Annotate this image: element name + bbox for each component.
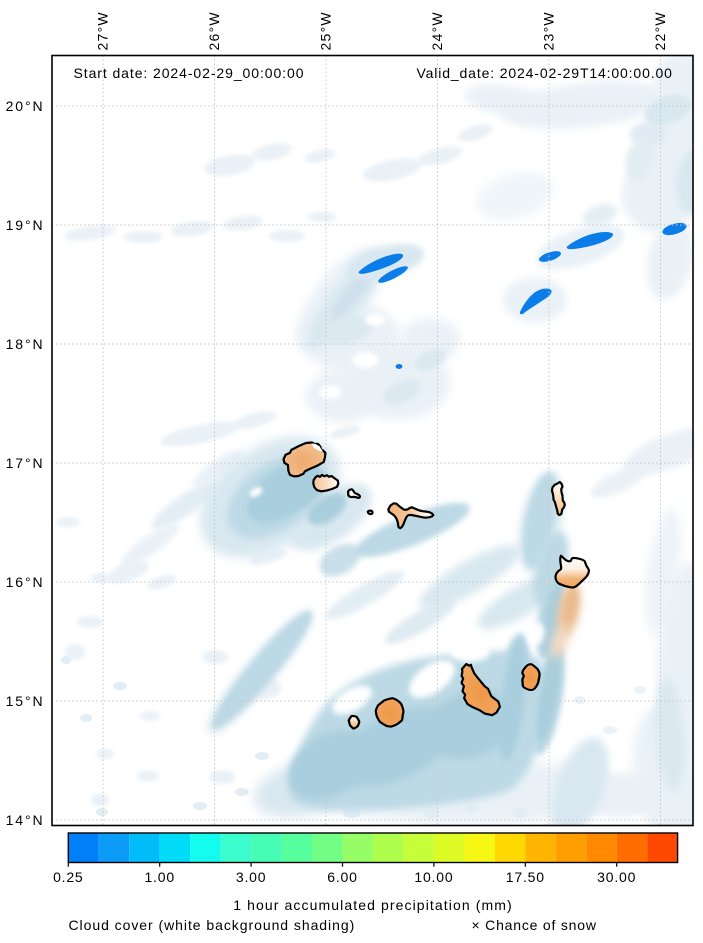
svg-text:27°W: 27°W <box>95 11 111 50</box>
svg-text:26°W: 26°W <box>206 11 222 50</box>
svg-text:14°N: 14°N <box>6 812 45 828</box>
svg-text:17°N: 17°N <box>6 455 45 471</box>
svg-text:10.00: 10.00 <box>414 869 453 885</box>
svg-text:24°W: 24°W <box>429 11 445 50</box>
svg-text:25°W: 25°W <box>318 11 334 50</box>
svg-text:Start date: 2024-02-29_00:00:0: Start date: 2024-02-29_00:00:00 <box>74 65 305 81</box>
svg-text:× Chance of snow: × Chance of snow <box>472 917 597 933</box>
svg-text:0.25: 0.25 <box>53 869 83 885</box>
svg-text:15°N: 15°N <box>6 693 45 709</box>
svg-text:3.00: 3.00 <box>236 869 266 885</box>
svg-text:6.00: 6.00 <box>327 869 357 885</box>
svg-text:17.50: 17.50 <box>506 869 545 885</box>
svg-text:1.00: 1.00 <box>144 869 174 885</box>
svg-text:16°N: 16°N <box>6 574 45 590</box>
svg-text:19°N: 19°N <box>6 217 45 233</box>
svg-text:23°W: 23°W <box>541 11 557 50</box>
svg-text:18°N: 18°N <box>6 336 45 352</box>
svg-text:30.00: 30.00 <box>597 869 636 885</box>
svg-text:Valid_date: 2024-02-29T14:00:0: Valid_date: 2024-02-29T14:00:00.00 <box>417 65 673 81</box>
svg-text:1 hour accumulated precipitati: 1 hour accumulated precipitation (mm) <box>233 897 513 913</box>
svg-text:Cloud cover (white background: Cloud cover (white background shading) <box>69 917 356 933</box>
svg-text:22°W: 22°W <box>652 11 668 50</box>
svg-text:20°N: 20°N <box>6 98 45 114</box>
